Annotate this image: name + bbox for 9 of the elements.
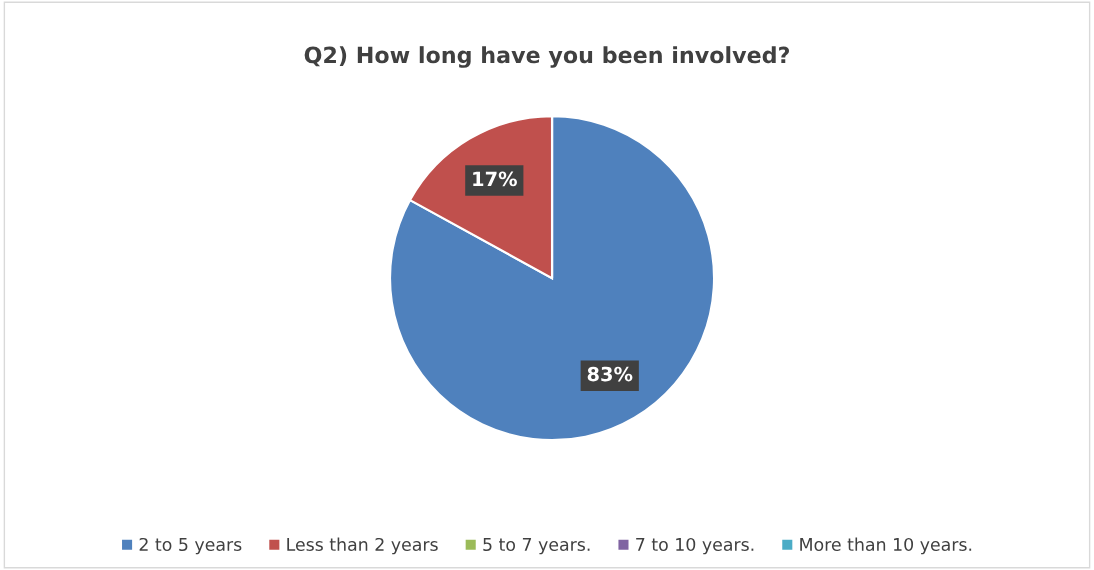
legend-label: More than 10 years. xyxy=(800,537,972,555)
data-label: 83% xyxy=(587,366,633,382)
legend-label: Less than 2 years xyxy=(287,537,438,555)
legend-label: 7 to 10 years. xyxy=(636,537,754,555)
legend-label: 2 to 5 years xyxy=(139,537,242,555)
chart-title: Q2) How long have you been involved? xyxy=(304,46,790,68)
pie-slice xyxy=(389,115,716,442)
data-label: 17% xyxy=(473,171,517,187)
legend-label: 5 to 7 years. xyxy=(483,538,590,555)
